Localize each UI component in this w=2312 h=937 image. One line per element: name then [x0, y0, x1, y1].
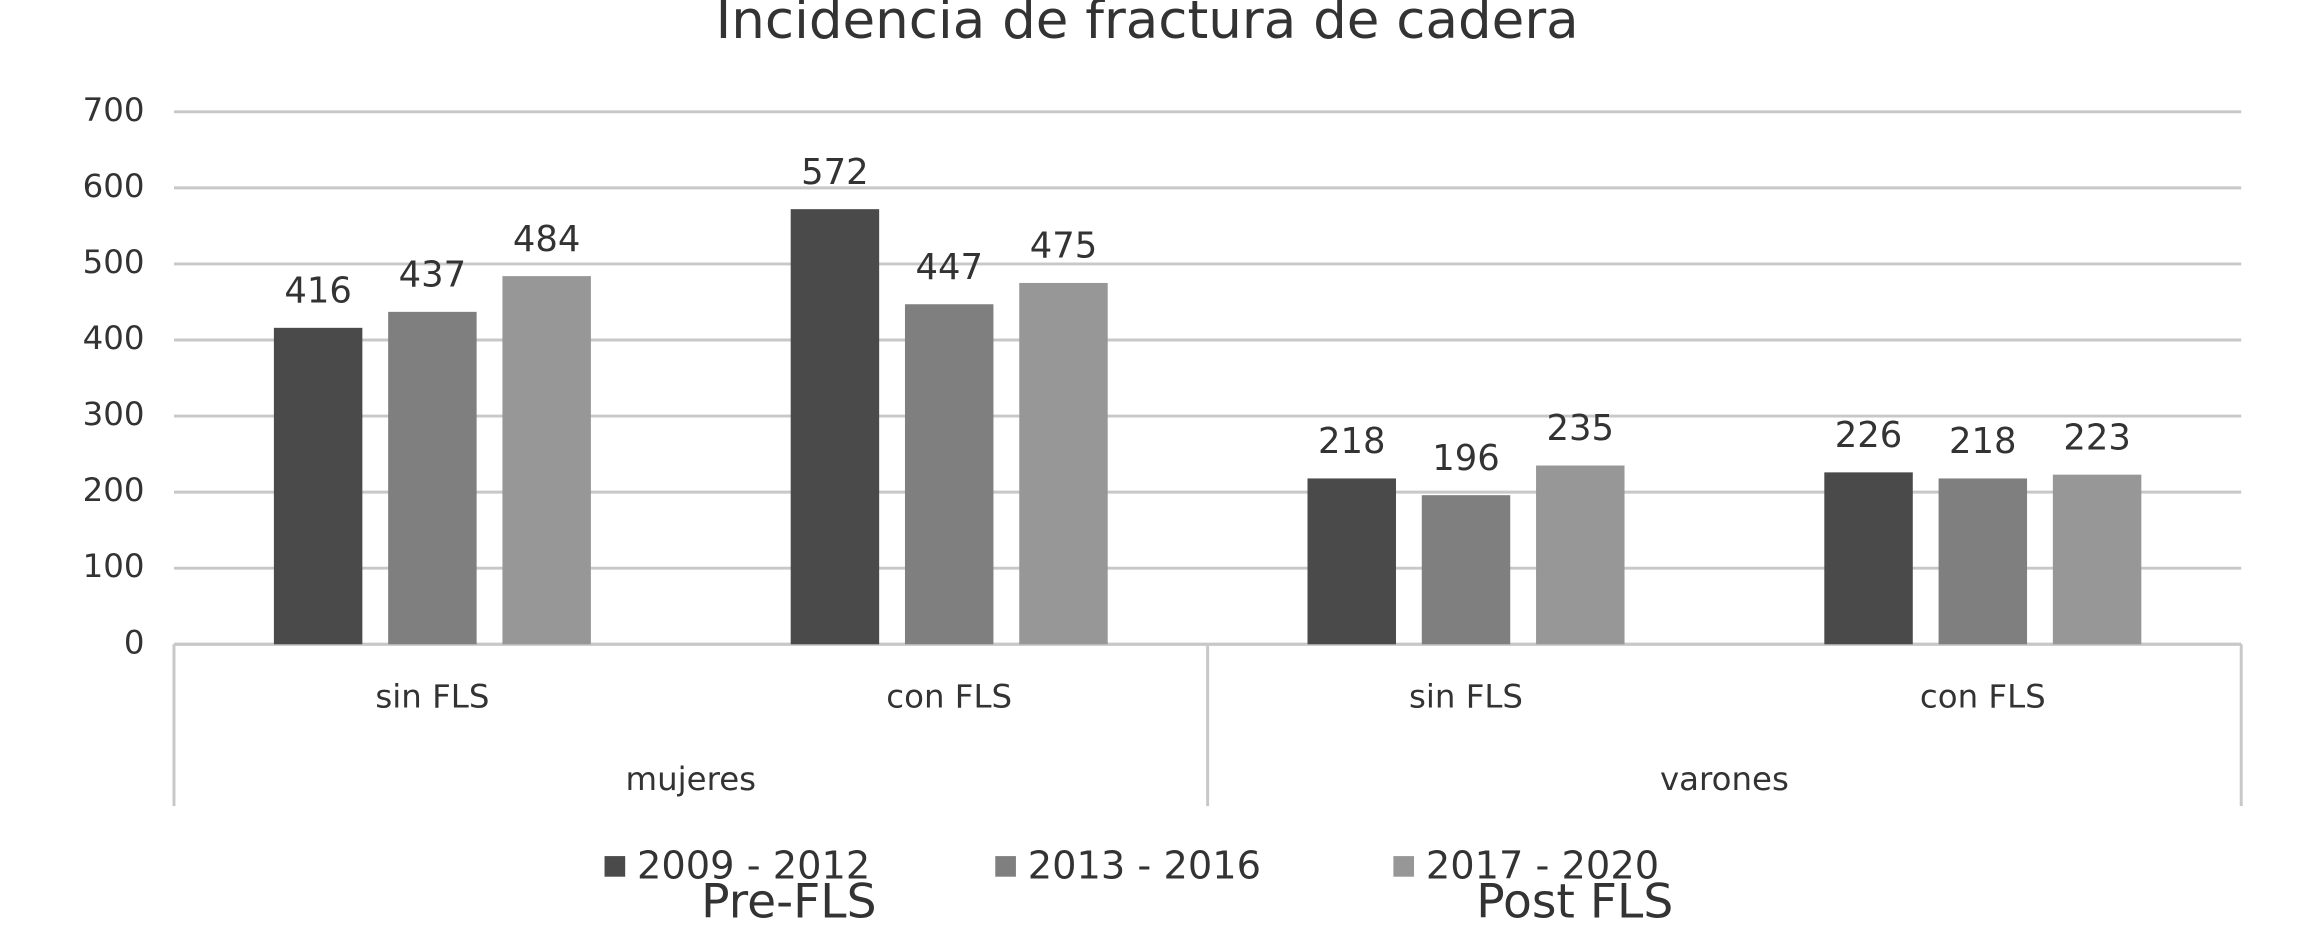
y-tick-label: 200	[83, 471, 145, 509]
group-label: mujeres	[626, 760, 757, 798]
y-tick-label: 400	[83, 319, 145, 357]
x-tick-label: sin FLS	[1409, 678, 1523, 716]
legend-swatch	[604, 856, 626, 877]
y-tick-label: 500	[83, 243, 145, 281]
annotation: Pre-FLS	[701, 875, 876, 930]
value-label: 218	[1949, 421, 2017, 462]
bar	[1824, 472, 1913, 645]
group-label: varones	[1660, 760, 1789, 798]
value-label: 484	[513, 219, 581, 260]
legend-label: 2009 - 2012	[637, 843, 870, 888]
x-tick-label: con FLS	[1920, 678, 2046, 716]
value-label: 223	[2063, 417, 2131, 458]
legend-swatch	[1393, 856, 1415, 877]
bar	[273, 327, 363, 645]
bar	[502, 276, 591, 645]
y-tick-label: 300	[83, 395, 145, 433]
value-label: 218	[1318, 421, 1386, 462]
value-label: 572	[801, 152, 869, 193]
value-label: 437	[399, 255, 467, 296]
value-label: 196	[1432, 438, 1500, 479]
value-label: 416	[284, 271, 352, 312]
bar	[1421, 495, 1511, 645]
bar	[2052, 474, 2142, 645]
legend-swatch	[995, 856, 1016, 877]
bar	[790, 209, 880, 645]
x-tick-label: con FLS	[886, 678, 1012, 716]
annotation: Post FLS	[1476, 875, 1673, 930]
y-tick-label: 700	[83, 91, 145, 129]
y-tick-label: 0	[124, 623, 145, 661]
value-label: 447	[915, 247, 983, 288]
bar	[388, 311, 477, 645]
y-tick-label: 100	[83, 547, 145, 585]
bar	[1019, 282, 1108, 645]
x-tick-label: sin FLS	[375, 678, 489, 716]
legend-label: 2013 - 2016	[1028, 843, 1261, 888]
bar	[1536, 465, 1625, 645]
bar	[904, 304, 994, 645]
y-tick-label: 600	[83, 167, 145, 205]
legend-label: 2017 - 2020	[1426, 843, 1659, 888]
value-label: 475	[1030, 226, 1098, 267]
value-label: 235	[1547, 408, 1615, 449]
bar	[1307, 478, 1396, 645]
bar	[1938, 478, 2028, 645]
chart-title: Incidencia de fractura de cadera	[716, 0, 1579, 51]
value-label: 226	[1835, 415, 1903, 456]
